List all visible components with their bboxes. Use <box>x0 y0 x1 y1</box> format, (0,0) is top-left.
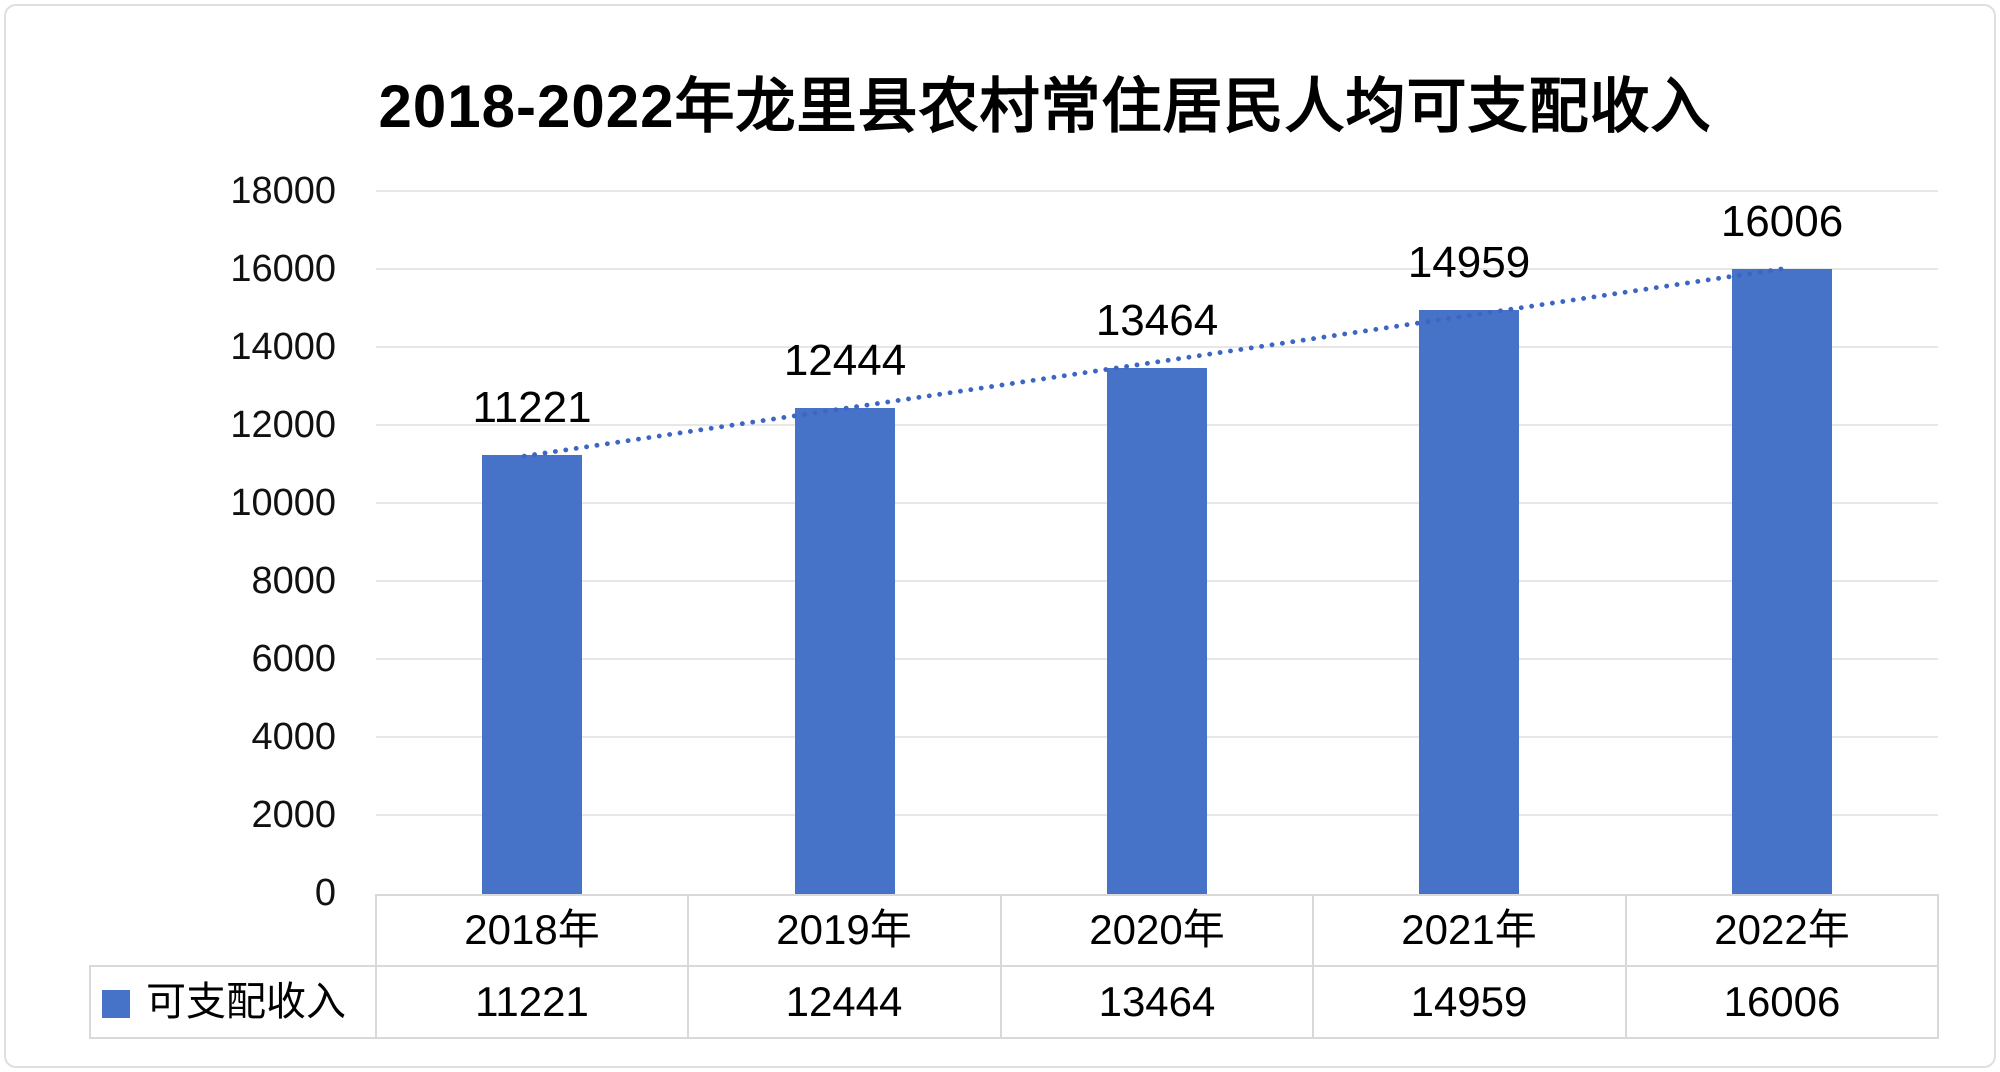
legend-label: 可支配收入 <box>146 980 346 1024</box>
y-axis-tick-label: 18000 <box>230 170 336 212</box>
table-value-cell: 11221 <box>475 978 589 1025</box>
table-value-cell: 13464 <box>1098 978 1216 1025</box>
bar-value-label: 13464 <box>1095 296 1219 345</box>
y-axis-tick-label: 12000 <box>230 404 336 446</box>
y-axis-tick-label: 14000 <box>230 326 336 368</box>
gridline <box>376 346 1938 348</box>
bar-2021 <box>1419 310 1519 894</box>
table-border <box>376 894 1938 896</box>
table-border <box>1000 894 1002 1039</box>
x-axis-category-cell: 2022年 <box>1714 906 1850 953</box>
x-axis-category-cell: 2018年 <box>464 906 600 953</box>
chart-title: 2018-2022年龙里县农村常住居民人均可支配收入 <box>378 73 1712 140</box>
table-value-cell: 14959 <box>1410 978 1528 1025</box>
table-border <box>1625 894 1627 1039</box>
bar-value-label: 16006 <box>1720 197 1844 246</box>
y-axis-tick-label: 10000 <box>230 482 336 524</box>
table-border <box>1937 894 1939 1039</box>
y-axis-tick-label: 0 <box>314 872 336 914</box>
table-border <box>687 894 689 1039</box>
bar-2019 <box>795 408 895 894</box>
table-border <box>89 965 91 1039</box>
bar-value-label: 12444 <box>783 336 907 385</box>
bar-value-label: 14959 <box>1407 238 1531 287</box>
legend-swatch <box>102 990 130 1018</box>
table-value-cell: 16006 <box>1723 978 1841 1025</box>
table-border <box>90 1037 1938 1039</box>
trendline-path <box>521 265 1794 459</box>
bar-2022 <box>1732 269 1832 894</box>
y-axis-tick-label: 2000 <box>251 794 336 836</box>
bar-2020 <box>1107 368 1207 894</box>
x-axis-category-cell: 2019年 <box>776 906 912 953</box>
gridline <box>376 268 1938 270</box>
y-axis-tick-label: 4000 <box>251 716 336 758</box>
table-value-cell: 12444 <box>785 978 903 1025</box>
table-border <box>1312 894 1314 1039</box>
y-axis-tick-label: 8000 <box>251 560 336 602</box>
y-axis-tick-label: 6000 <box>251 638 336 680</box>
table-border <box>90 965 1938 967</box>
y-axis-tick-label: 16000 <box>230 248 336 290</box>
bar-2018 <box>482 455 582 894</box>
table-border <box>375 894 377 1039</box>
bar-value-label: 11221 <box>472 383 592 432</box>
gridline <box>376 190 1938 192</box>
x-axis-category-cell: 2020年 <box>1089 906 1225 953</box>
x-axis-category-cell: 2021年 <box>1401 906 1537 953</box>
